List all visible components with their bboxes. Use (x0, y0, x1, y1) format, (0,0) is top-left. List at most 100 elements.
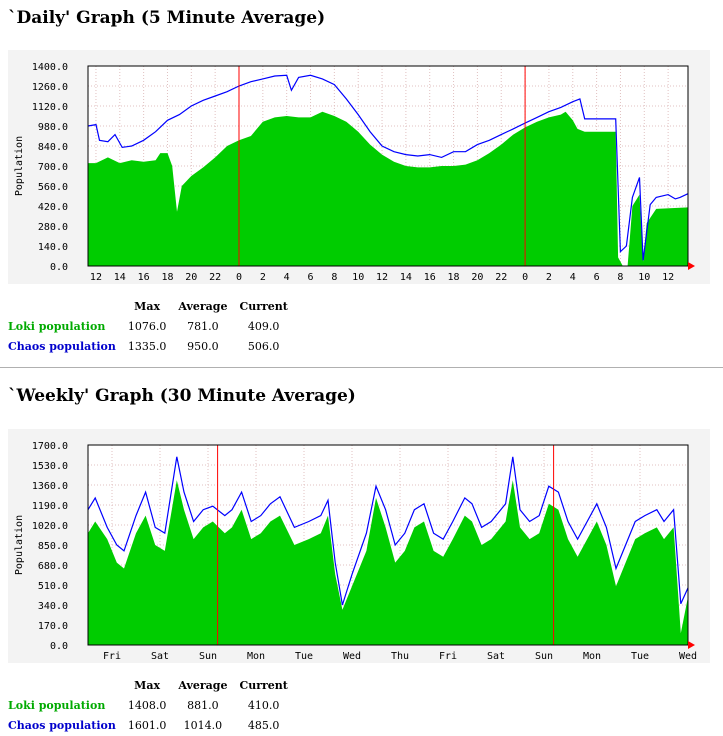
x-tick-label: 10 (638, 272, 650, 283)
section-divider (0, 367, 723, 368)
x-tick-label: Tue (295, 651, 313, 662)
weekly-chart: 0.0 170.0 340.0 510.0 680.0 850.0 1020.0 1190.0… (14, 441, 697, 662)
x-tick-label: Sat (487, 651, 505, 662)
x-tick-label: 12 (376, 272, 388, 283)
y-tick-label: 420.0 (38, 202, 68, 213)
x-tick-label: 16 (138, 272, 150, 283)
x-tick-label: 14 (114, 272, 126, 283)
y-tick-label: 840.0 (38, 142, 68, 153)
loki-max: 1408.0 (127, 698, 167, 712)
y-tick-label: 280.0 (38, 222, 68, 233)
y-tick-label: 140.0 (38, 242, 68, 253)
x-tick-label: Mon (247, 651, 265, 662)
x-tick-label: 14 (400, 272, 412, 283)
loki-current: 409.0 (247, 319, 280, 333)
y-tick-label: 1120.0 (32, 102, 68, 113)
x-tick-label: 2 (546, 272, 552, 283)
x-axis-arrow (688, 641, 695, 649)
x-tick-label: 18 (161, 272, 173, 283)
x-tick-label: Mon (583, 651, 601, 662)
x-tick-label: Sun (199, 651, 217, 662)
x-tick-label: 10 (352, 272, 364, 283)
stats-header-max: Max (134, 299, 161, 313)
x-tick-label: Sun (535, 651, 553, 662)
x-tick-label: Fri (439, 651, 457, 662)
x-tick-label: 0 (522, 272, 528, 283)
x-tick-label: 20 (471, 272, 483, 283)
legend-loki-label: Loki population (8, 319, 106, 333)
y-tick-label: 700.0 (38, 162, 68, 173)
y-tick-label: 340.0 (38, 601, 68, 612)
chaos-average: 950.0 (187, 339, 219, 353)
y-tick-label: 680.0 (38, 561, 68, 572)
y-tick-label: 1020.0 (32, 521, 68, 532)
y-tick-label: 1360.0 (32, 481, 68, 492)
stats-header-average: Average (178, 678, 228, 692)
weekly-graph-title: `Weekly' Graph (30 Minute Average) (8, 386, 356, 406)
x-tick-label: 4 (284, 272, 290, 283)
chaos-current: 485.0 (247, 718, 280, 732)
x-tick-label: 8 (331, 272, 337, 283)
x-tick-label: 8 (617, 272, 623, 283)
x-tick-label: 22 (209, 272, 221, 283)
series-area-loki (88, 480, 688, 645)
y-tick-label: 170.0 (38, 621, 68, 632)
x-tick-label: 4 (570, 272, 576, 283)
x-tick-label: 18 (448, 272, 460, 283)
chaos-average: 1014.0 (183, 718, 223, 732)
x-tick-label: Wed (679, 651, 697, 662)
chaos-max: 1335.0 (127, 339, 167, 353)
series-line-chaos (87, 74, 689, 261)
weekly-chart-panel: 0.0 170.0 340.0 510.0 680.0 850.0 1020.0 1190.0… (8, 429, 710, 663)
y-tick-label: 1530.0 (32, 461, 68, 472)
stats-header-row: Max Average Current (8, 675, 294, 695)
x-tick-label: 2 (260, 272, 266, 283)
stats-header-average: Average (178, 299, 228, 313)
daily-chart: 0.0 140.0 280.0 420.0 560.0 700.0 840.0 980.0 11… (14, 62, 695, 283)
y-tick-label: 1400.0 (32, 62, 68, 73)
x-tick-label: 12 (90, 272, 102, 283)
x-tick-label: 20 (185, 272, 197, 283)
legend-chaos-label: Chaos population (8, 718, 116, 732)
loki-average: 881.0 (187, 698, 219, 712)
y-axis-label: Population (14, 515, 25, 575)
chaos-current: 506.0 (247, 339, 280, 353)
x-tick-label: 22 (495, 272, 507, 283)
loki-average: 781.0 (187, 319, 219, 333)
y-tick-label: 1190.0 (32, 501, 68, 512)
x-tick-label: Wed (343, 651, 361, 662)
y-tick-label: 560.0 (38, 182, 68, 193)
y-tick-label: 980.0 (38, 122, 68, 133)
y-tick-label: 1700.0 (32, 441, 68, 452)
x-tick-label: Fri (103, 651, 121, 662)
series-line-chaos (87, 456, 689, 606)
stats-header-row: Max Average Current (8, 296, 294, 316)
x-tick-label: Tue (631, 651, 649, 662)
stats-row-loki: Loki population 1076.0 781.0 409.0 (8, 316, 294, 336)
stats-row-chaos: Chaos population 1601.0 1014.0 485.0 (8, 715, 294, 735)
daily-stats-table: Max Average Current Loki population 1076… (8, 296, 294, 356)
y-axis-label: Population (14, 136, 25, 196)
legend-loki-label: Loki population (8, 698, 106, 712)
y-tick-label: 850.0 (38, 541, 68, 552)
stats-header-current: Current (239, 678, 288, 692)
x-tick-label: 16 (424, 272, 436, 283)
y-tick-label: 0.0 (50, 641, 68, 652)
x-tick-label: 6 (594, 272, 600, 283)
plot-border (87, 65, 689, 267)
stats-header-current: Current (239, 299, 288, 313)
stats-header-max: Max (134, 678, 161, 692)
loki-current: 410.0 (247, 698, 280, 712)
legend-chaos-label: Chaos population (8, 339, 116, 353)
stats-row-loki: Loki population 1408.0 881.0 410.0 (8, 695, 294, 715)
x-tick-label: Thu (391, 651, 409, 662)
x-tick-label: 6 (308, 272, 314, 283)
y-tick-label: 1260.0 (32, 82, 68, 93)
x-tick-label: 0 (236, 272, 242, 283)
stats-row-chaos: Chaos population 1335.0 950.0 506.0 (8, 336, 294, 356)
y-tick-label: 0.0 (50, 262, 68, 273)
daily-chart-panel: 0.0 140.0 280.0 420.0 560.0 700.0 840.0 980.0 11… (8, 50, 710, 284)
daily-graph-title: `Daily' Graph (5 Minute Average) (8, 8, 326, 28)
loki-max: 1076.0 (127, 319, 167, 333)
y-tick-label: 510.0 (38, 581, 68, 592)
